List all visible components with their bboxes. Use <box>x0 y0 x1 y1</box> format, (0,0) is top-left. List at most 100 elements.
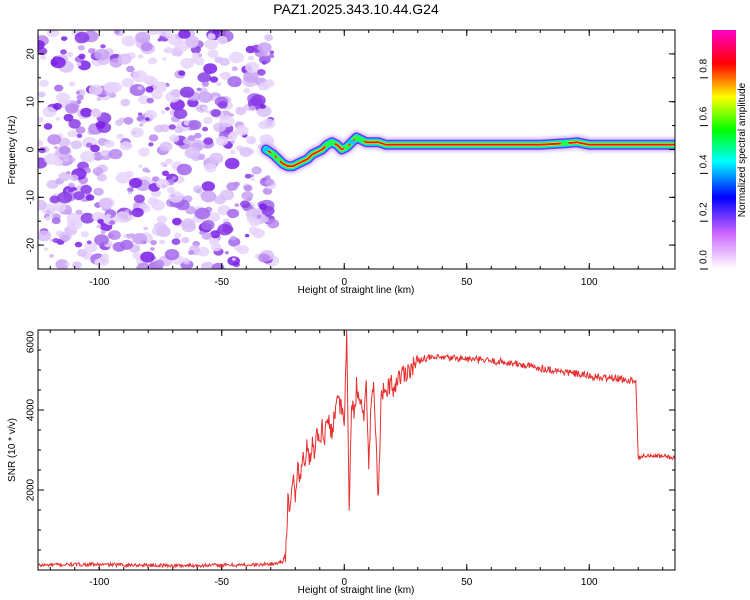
noise-blob <box>76 94 84 101</box>
noise-blob <box>116 133 125 140</box>
noise-blob <box>258 203 268 210</box>
signal-track-point <box>560 141 569 146</box>
noise-blob <box>70 140 83 150</box>
noise-blob <box>259 104 266 109</box>
noise-blob <box>139 123 144 127</box>
noise-blob <box>259 134 274 145</box>
noise-blob <box>249 105 256 111</box>
noise-blob <box>241 191 254 201</box>
spectrogram-xtick-label: 100 <box>581 277 598 288</box>
noise-blob <box>269 50 275 55</box>
noise-blob <box>58 137 71 148</box>
noise-blob <box>129 84 146 96</box>
noise-blob <box>148 134 159 142</box>
noise-blob <box>211 243 222 252</box>
noise-blob <box>227 133 238 141</box>
noise-blob <box>227 76 242 88</box>
noise-blob <box>159 141 173 152</box>
noise-blob <box>76 62 82 67</box>
noise-blob <box>74 31 90 44</box>
snr-ylabel: SNR (10 * v/v) <box>7 418 18 482</box>
noise-blob <box>50 56 66 69</box>
noise-blob <box>258 82 270 91</box>
noise-blob <box>77 45 85 51</box>
snr-ytick-label: 4000 <box>26 398 37 421</box>
noise-blob <box>161 31 166 35</box>
noise-blob <box>261 178 267 182</box>
noise-blob <box>93 187 104 196</box>
noise-blob <box>108 148 123 160</box>
noise-blob <box>164 106 170 111</box>
noise-blob <box>80 212 95 224</box>
noise-blob <box>264 175 271 180</box>
noise-blob <box>239 146 253 157</box>
noise-blob <box>88 48 96 54</box>
noise-blob <box>182 257 189 263</box>
noise-blob <box>131 207 144 218</box>
noise-blob <box>142 167 149 173</box>
noise-blob <box>74 241 83 248</box>
noise-blob <box>94 48 110 61</box>
noise-blob <box>137 54 144 59</box>
noise-blob <box>243 184 253 192</box>
noise-blob <box>96 96 102 101</box>
noise-blob <box>67 130 77 138</box>
noise-blob <box>95 121 106 129</box>
colorbar-tick-label: 0.6 <box>699 106 710 120</box>
snr-frame <box>37 329 676 571</box>
noise-blob <box>219 72 225 77</box>
noise-blob <box>135 31 151 44</box>
noise-blob <box>90 109 102 118</box>
noise-blob <box>104 140 115 148</box>
noise-blob <box>171 176 177 181</box>
noise-blob <box>185 38 199 49</box>
spectrogram-ytick-label: -10 <box>26 190 37 205</box>
noise-blob <box>124 170 134 178</box>
figure-title: PAZ1.2025.343.10.44.G24 <box>273 1 439 17</box>
noise-blob <box>202 106 208 111</box>
noise-blob <box>90 144 100 153</box>
noise-blob <box>214 56 224 64</box>
spectrogram-frame <box>37 29 676 270</box>
noise-blob <box>143 226 149 231</box>
signal-track-point <box>274 157 283 162</box>
noise-blob <box>140 119 147 124</box>
noise-blob <box>80 151 95 163</box>
noise-blob <box>57 191 73 204</box>
noise-blob <box>262 187 273 195</box>
noise-blob <box>46 179 59 189</box>
noise-blob <box>60 49 67 55</box>
noise-blob <box>52 102 63 110</box>
noise-blob <box>49 195 60 204</box>
noise-blob <box>230 140 235 144</box>
noise-blob <box>150 240 157 246</box>
noise-blob <box>165 158 173 165</box>
noise-blob <box>140 251 155 263</box>
noise-blob <box>173 108 188 120</box>
signal-track-point <box>357 137 366 142</box>
noise-blob <box>127 191 132 195</box>
noise-blob <box>53 158 64 167</box>
signal-track-point <box>323 142 332 147</box>
noise-blob <box>38 40 45 50</box>
noise-blob <box>217 101 228 109</box>
noise-blob <box>151 91 163 100</box>
snr-panel: -100 -50 0 50 100 2000 4000 6000 Height of stra… <box>7 329 676 596</box>
noise-blob <box>100 150 109 156</box>
noise-blob <box>122 234 128 238</box>
snr-series-line <box>38 330 675 569</box>
noise-blob <box>119 141 132 151</box>
colorbar: 0.0 0.2 0.4 0.6 0.8 Normalized spectral ampl… <box>699 30 748 270</box>
noise-blob <box>65 262 70 266</box>
noise-blob <box>85 142 93 148</box>
noise-blob <box>67 188 73 193</box>
noise-blob <box>123 117 134 125</box>
noise-blob <box>39 79 49 88</box>
noise-blob <box>43 123 53 130</box>
noise-blob <box>178 70 186 76</box>
noise-blob <box>256 214 262 219</box>
noise-blob <box>267 219 280 229</box>
noise-blob <box>43 247 49 251</box>
noise-blob <box>244 61 260 73</box>
noise-blob <box>244 173 252 179</box>
